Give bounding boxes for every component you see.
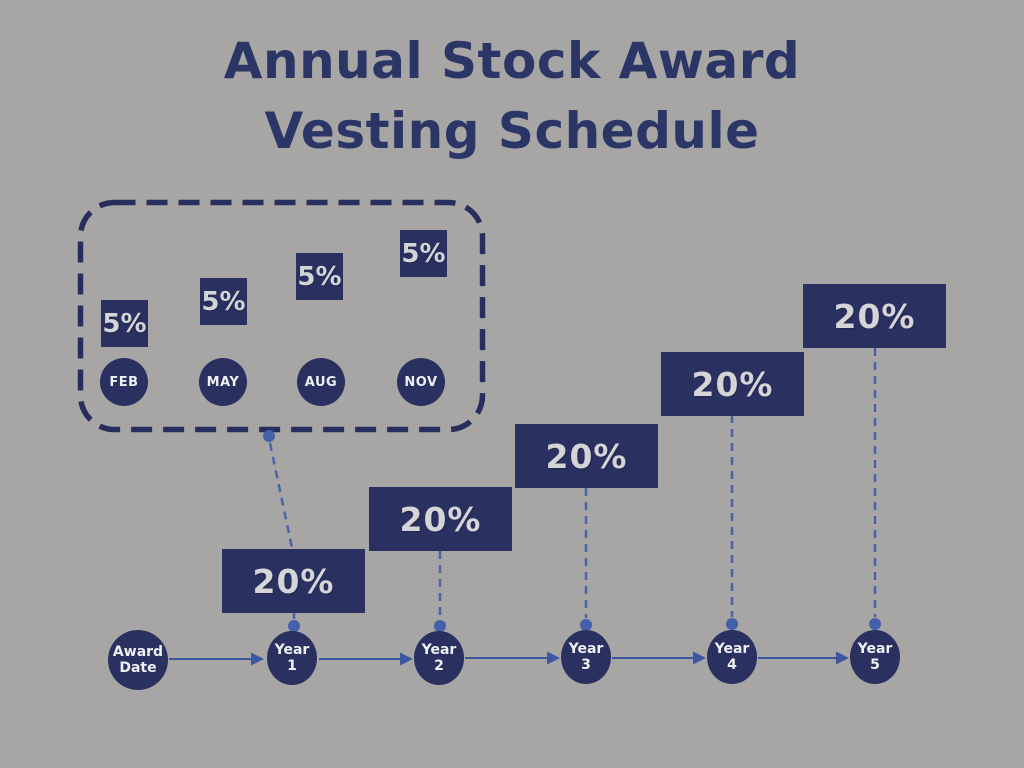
award-date-label-line-2: Date <box>119 660 157 676</box>
timeline-node-year-2: Year 2 <box>414 631 464 685</box>
percent-box-nov-label: 5% <box>401 238 446 269</box>
year-1-label-line-1: Year <box>274 642 310 658</box>
vesting-box-year-2-label: 20% <box>399 499 482 539</box>
year-1-label-line-2: 1 <box>287 658 297 674</box>
vesting-box-year-1: 20% <box>222 549 365 613</box>
year-4-label-line-2: 4 <box>727 657 737 673</box>
year-2-label-line-1: Year <box>421 642 457 658</box>
month-circle-may-label: MAY <box>206 374 240 390</box>
year-2-label-line-2: 2 <box>434 658 444 674</box>
year-5-label-line-2: 5 <box>870 657 880 673</box>
month-circle-may: MAY <box>199 358 247 406</box>
page-title-line-2: Vesting Schedule <box>264 102 760 160</box>
vesting-box-year-5-label: 20% <box>833 296 916 336</box>
month-circle-nov: NOV <box>397 358 445 406</box>
monthly-callout-frame <box>77 199 486 433</box>
vesting-box-year-3-label: 20% <box>545 436 628 476</box>
vesting-box-year-2: 20% <box>369 487 512 551</box>
node-dot-year-3 <box>580 619 592 631</box>
node-dot-year-1 <box>288 620 300 632</box>
month-circle-aug: AUG <box>297 358 345 406</box>
vesting-box-year-1-label: 20% <box>252 561 335 601</box>
vesting-box-year-4: 20% <box>661 352 804 416</box>
percent-box-feb-label: 5% <box>102 308 147 339</box>
node-dot-year-2 <box>434 620 446 632</box>
page-title: Annual Stock Award Vesting Schedule <box>0 26 1024 166</box>
year-5-label-line-1: Year <box>857 641 893 657</box>
year-3-label-line-1: Year <box>568 641 604 657</box>
timeline-node-year-4: Year 4 <box>707 630 757 684</box>
month-circle-nov-label: NOV <box>404 374 438 390</box>
award-date-label-line-1: Award <box>112 644 164 660</box>
year-4-label-line-1: Year <box>714 641 750 657</box>
percent-box-may-label: 5% <box>201 286 246 317</box>
month-circle-feb: FEB <box>100 358 148 406</box>
timeline-node-year-3: Year 3 <box>561 630 611 684</box>
vesting-box-year-5: 20% <box>803 284 946 348</box>
percent-box-may: 5% <box>200 278 247 325</box>
page-title-line-1: Annual Stock Award <box>223 32 801 90</box>
percent-box-feb: 5% <box>101 300 148 347</box>
timeline-node-year-5: Year 5 <box>850 630 900 684</box>
timeline-node-award-date: Award Date <box>108 630 168 690</box>
percent-box-aug: 5% <box>296 253 343 300</box>
vesting-box-year-3: 20% <box>515 424 658 488</box>
percent-box-aug-label: 5% <box>297 261 342 292</box>
callout-anchor-dot <box>263 430 275 442</box>
month-circle-aug-label: AUG <box>304 374 338 390</box>
node-dot-year-5 <box>869 618 881 630</box>
percent-box-nov: 5% <box>400 230 447 277</box>
month-circle-feb-label: FEB <box>109 374 139 390</box>
year-3-label-line-2: 3 <box>581 657 591 673</box>
node-dot-year-4 <box>726 618 738 630</box>
callout-connector-dash <box>268 442 294 549</box>
vesting-box-year-4-label: 20% <box>691 364 774 404</box>
timeline-node-year-1: Year 1 <box>267 631 317 685</box>
